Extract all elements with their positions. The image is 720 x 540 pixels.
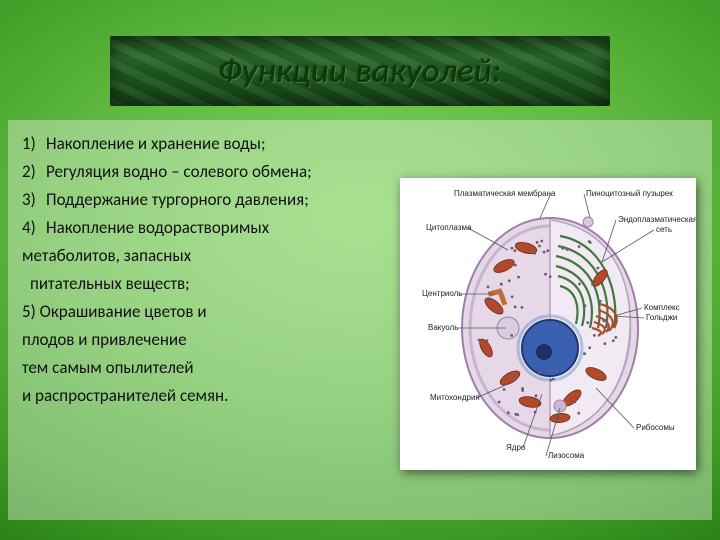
svg-text:Комплекс: Комплекс xyxy=(644,303,680,312)
lysosome xyxy=(554,400,566,412)
svg-text:Центриоль: Центриоль xyxy=(422,289,462,298)
svg-text:Вакуоль: Вакуоль xyxy=(428,323,458,332)
nucleolus xyxy=(536,344,552,360)
cell-diagram: Плазматическая мембрана Цитоплазма Пиноцит… xyxy=(400,178,696,470)
list-item: 2)Регуляция водно – солевого обмена; xyxy=(22,158,402,186)
list-cont: и распространителей семян. xyxy=(22,382,402,410)
pinocytic-vesicle xyxy=(583,217,593,227)
list-cont: тем самым опылителей xyxy=(22,354,402,382)
svg-text:сеть: сеть xyxy=(656,225,672,234)
svg-text:Плазматическая мембрана: Плазматическая мембрана xyxy=(454,189,556,198)
slide-title: Функции вакуолей: xyxy=(218,51,502,92)
svg-text:Лизосома: Лизосома xyxy=(548,451,585,460)
list-cont: плодов и привлечение xyxy=(22,326,402,354)
list-item: 1)Накопление и хранение воды; xyxy=(22,130,402,158)
svg-text:Ядро: Ядро xyxy=(506,443,526,452)
svg-text:Пиноцитозный пузырек: Пиноцитозный пузырек xyxy=(586,189,673,198)
list-cont: питательных веществ; xyxy=(22,270,402,298)
svg-text:Митохондрия: Митохондрия xyxy=(430,393,480,402)
cell-svg: Плазматическая мембрана Цитоплазма Пиноцит… xyxy=(400,178,696,470)
title-banner: Функции вакуолей: xyxy=(110,36,610,106)
list-cont: метаболитов, запасных xyxy=(22,242,402,270)
content-panel: 1)Накопление и хранение воды; 2)Регуляци… xyxy=(8,120,712,520)
svg-text:Цитоплазма: Цитоплазма xyxy=(426,223,472,232)
functions-list: 1)Накопление и хранение воды; 2)Регуляци… xyxy=(22,130,402,410)
svg-text:Эндоплазматическая: Эндоплазматическая xyxy=(618,215,696,224)
svg-text:Гольджи: Гольджи xyxy=(646,313,677,322)
list-item: 4)Накопление водорастворимых xyxy=(22,214,402,242)
svg-text:Рибосомы: Рибосомы xyxy=(636,423,675,432)
list-cont: 5) Окрашивание цветов и xyxy=(22,298,402,326)
list-item: 3)Поддержание тургорного давления; xyxy=(22,186,402,214)
